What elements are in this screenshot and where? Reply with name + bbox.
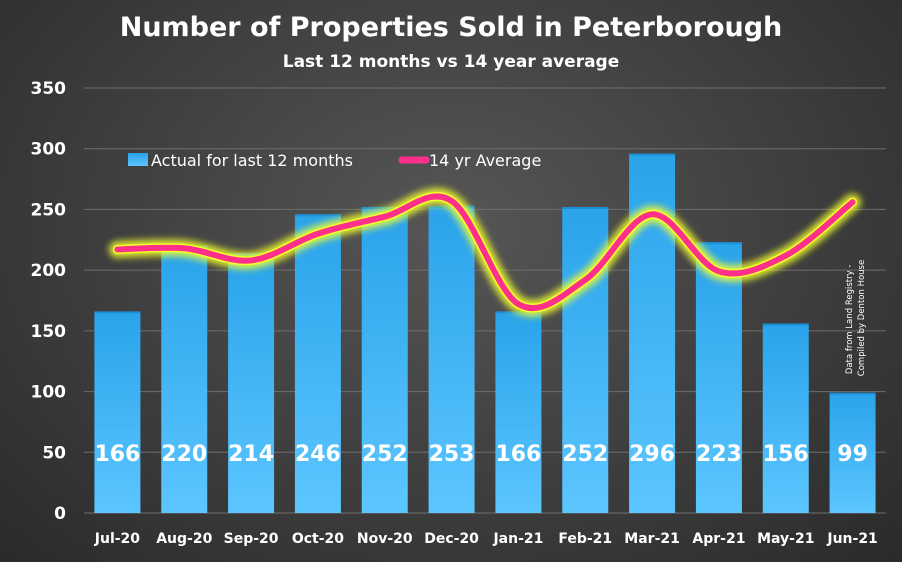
bar-value-label: 99	[837, 442, 868, 467]
x-tick-label: Nov-20	[357, 531, 413, 547]
average-line-stroke	[114, 193, 856, 312]
bar-value-label: 246	[295, 442, 341, 467]
bar	[94, 311, 141, 513]
y-tick-label: 0	[54, 504, 66, 524]
x-tick-label: Apr-21	[692, 531, 745, 547]
y-tick-label: 250	[31, 200, 67, 220]
legend: Actual for last 12 months 14 yr Average	[128, 151, 541, 170]
bar-top-edge	[695, 242, 742, 245]
x-tick-label: May-21	[757, 531, 814, 547]
x-tick-label: Sep-20	[224, 531, 279, 547]
bar-value-label: 252	[362, 442, 408, 467]
bar-top-edge	[294, 214, 341, 217]
bar-value-label: 253	[429, 442, 475, 467]
x-tick-label: Oct-20	[292, 531, 344, 547]
bar-top-edge	[94, 311, 141, 314]
bar-value-label: 252	[562, 442, 608, 467]
data-labels: 166 220 214 246 252 253 166 252 296 223 156 99	[94, 442, 867, 467]
bar	[495, 311, 542, 513]
bar-top-edge	[629, 153, 676, 156]
x-tick-label: Aug-20	[156, 531, 212, 547]
bar-top-edge	[829, 392, 876, 395]
average-line	[108, 187, 862, 317]
y-axis: 0 50 100 150 200 250 300 350	[31, 79, 67, 524]
source-note: Data from Land Registry - Compiled by De…	[845, 260, 867, 376]
bar	[161, 245, 208, 513]
bar-top-edge	[762, 323, 809, 326]
x-tick-label: Jan-21	[492, 531, 543, 547]
legend-bar-label: Actual for last 12 months	[151, 151, 353, 170]
bar	[695, 242, 742, 513]
y-tick-label: 300	[31, 140, 67, 160]
x-tick-label: Mar-21	[624, 531, 680, 547]
bar	[361, 207, 408, 513]
source-note-line-2: Compiled by Denton House	[857, 260, 867, 376]
chart-title: Number of Properties Sold in Peterboroug…	[120, 12, 783, 43]
bar-value-label: 166	[94, 442, 140, 467]
bar-value-label: 220	[161, 442, 207, 467]
bar-series	[94, 153, 876, 514]
bar-value-label: 214	[228, 442, 274, 467]
bar-value-label: 166	[495, 442, 541, 467]
chart-subtitle: Last 12 months vs 14 year average	[283, 52, 620, 72]
y-tick-label: 200	[31, 261, 67, 281]
legend-line-label: 14 yr Average	[429, 151, 541, 170]
bar	[829, 392, 876, 513]
y-tick-label: 50	[42, 443, 66, 463]
x-tick-label: Feb-21	[558, 531, 612, 547]
bar-top-edge	[562, 207, 609, 209]
x-tick-label: Jul-20	[94, 531, 141, 547]
bar	[228, 253, 275, 513]
y-tick-label: 350	[31, 79, 67, 99]
x-axis: Jul-20 Aug-20 Sep-20 Oct-20 Nov-20 Dec-20 Jan-…	[94, 531, 878, 547]
y-tick-label: 100	[31, 383, 67, 403]
bar	[428, 205, 475, 514]
source-note-line-1: Data from Land Registry -	[845, 265, 855, 374]
bar	[294, 214, 341, 514]
y-tick-label: 150	[31, 322, 67, 342]
x-tick-label: Jun-21	[826, 531, 877, 547]
bar-value-label: 296	[629, 442, 675, 467]
legend-bar-swatch	[128, 153, 148, 166]
bar-value-label: 223	[696, 442, 742, 467]
bar	[762, 323, 809, 513]
x-tick-label: Dec-20	[424, 531, 479, 547]
bar-value-label: 156	[763, 442, 809, 467]
